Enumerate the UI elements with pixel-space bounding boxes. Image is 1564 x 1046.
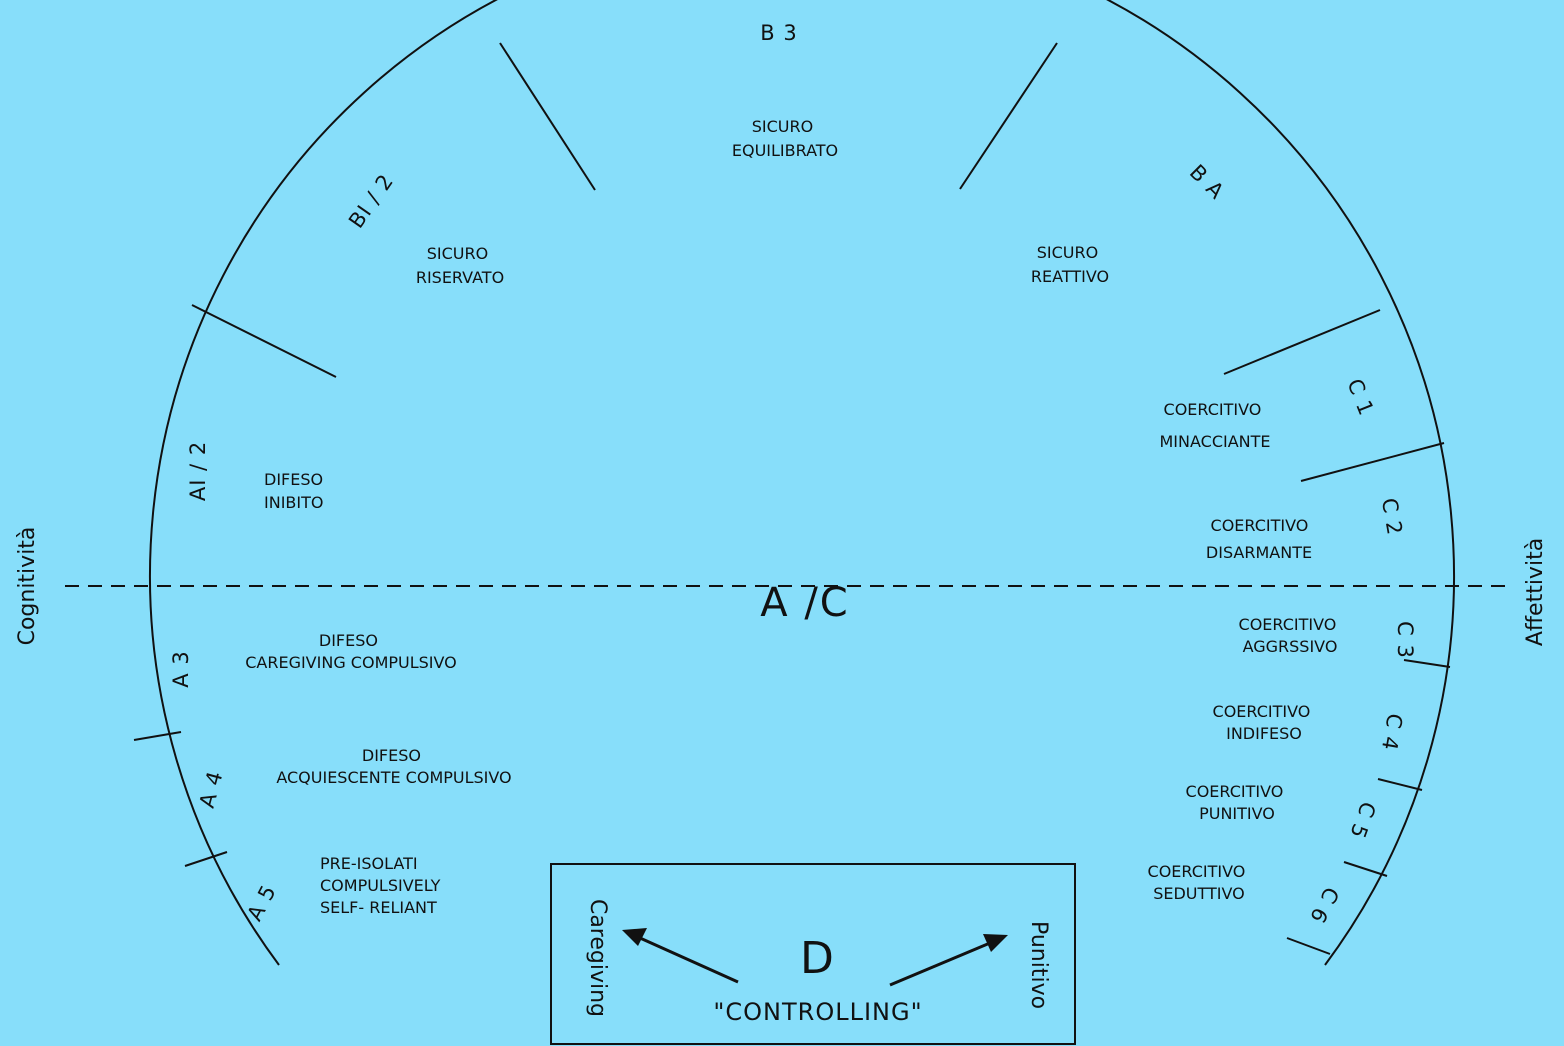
tick-c5-c6 [1343,861,1388,877]
controlling-box: D "CONTROLLING" Caregiving Punitivo [550,863,1076,1045]
punitivo-arrow-shaft [889,941,991,987]
controlling-box-frame [550,863,1076,1045]
divider-b12-b3 [499,42,596,191]
divider-c1-c2 [1300,442,1445,482]
segment-desc-c3: COERCITIVO AGGRSSIVO [1239,615,1342,656]
tick-a3-a4 [133,731,182,741]
segment-desc-c2: COERCITIVO DISARMANTE [1206,516,1314,562]
axis-label-left: Cognitività [15,527,40,646]
caregiving-arrow-head [622,928,647,946]
divider-b3-b4 [959,42,1058,190]
controlling-letter: D [800,933,834,984]
center-label: A /C [760,580,849,626]
punitivo-label: Punitivo [1026,921,1051,1009]
segment-desc-b4: SICURO REATTIVO [1031,243,1109,286]
caregiving-arrow-shaft [639,936,739,984]
segment-code-c3: C 3 [1393,621,1417,659]
outer-arc [149,0,1455,966]
segment-code-a4: A 4 [195,768,228,810]
segment-desc-b12: SICURO RISERVATO [416,244,504,287]
segment-desc-a4: DIFESO ACQUIESCENTE COMPULSIVO [276,746,511,787]
segment-desc-a12: DIFESO INIBITO [264,470,328,512]
segment-code-b3: B 3 [760,21,797,45]
segment-code-c6: C 6 [1305,883,1344,928]
segment-code-a12: AI / 2 [186,441,210,501]
segment-code-b4: B A [1185,160,1229,204]
tick-a4-a5 [184,851,228,867]
divider-a12-b12 [191,304,337,378]
segment-code-b12: BI / 2 [344,169,398,232]
tick-c4-c5 [1377,778,1423,791]
tick-c3-c4 [1403,659,1451,668]
segment-code-c1: C 1 [1342,375,1378,419]
segment-desc-c4: COERCITIVO INDIFESO [1213,702,1316,743]
punitivo-arrow-head [983,934,1008,952]
segment-desc-c5: COERCITIVO PUNITIVO [1186,782,1289,823]
segment-desc-a5: PRE-ISOLATI COMPULSIVELY SELF- RELIANT [320,854,445,917]
controlling-label: "CONTROLLING" [713,998,922,1026]
tick-c6-end [1286,937,1331,955]
axis-label-right: Affettività [1523,538,1548,646]
segment-code-c5: C 5 [1345,799,1380,843]
divider-b4-c1 [1223,309,1381,375]
caregiving-label: Caregiving [585,899,610,1017]
segment-desc-c1: COERCITIVO MINACCIANTE [1159,400,1270,451]
segment-code-c4: C 4 [1377,712,1407,753]
segment-desc-a3: DIFESO CAREGIVING COMPULSIVO [245,631,457,672]
segment-desc-c6: COERCITIVO SEDUTTIVO [1148,862,1251,903]
segment-code-a3: A 3 [169,650,193,687]
segment-desc-b3: SICURO EQUILIBRATO [732,117,838,160]
segment-code-c2: C 2 [1377,496,1407,537]
